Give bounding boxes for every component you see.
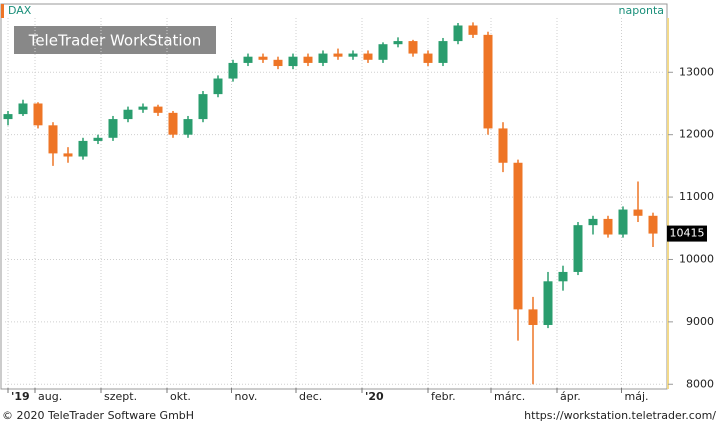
- x-tick-label: szept.: [104, 390, 137, 403]
- candle-body: [438, 41, 448, 63]
- candle-body: [243, 56, 253, 63]
- candle-body: [198, 94, 208, 120]
- x-tick-label: márc.: [494, 390, 525, 403]
- candle-body: [108, 119, 118, 138]
- x-tick-label: okt.: [170, 390, 191, 403]
- candle-body: [393, 41, 403, 45]
- x-tick-label: ápr.: [560, 390, 581, 403]
- candle-body: [123, 109, 133, 120]
- candle-body: [48, 125, 58, 154]
- watermark-box: [14, 26, 216, 54]
- candle-body: [273, 59, 283, 67]
- candle-body: [228, 62, 238, 79]
- x-tick-label: nov.: [235, 390, 258, 403]
- candle-body: [318, 53, 328, 63]
- candle-body: [423, 53, 433, 63]
- y-tick-label: 9000: [686, 315, 714, 328]
- candle-body: [78, 140, 88, 157]
- title-marker: [1, 4, 4, 18]
- footer-right: https://workstation.teletrader.com/: [524, 409, 716, 422]
- candle-body: [453, 25, 463, 42]
- candle-body: [618, 209, 628, 235]
- candle-body: [543, 281, 553, 325]
- candle-body: [648, 215, 658, 234]
- watermark: TeleTrader WorkStation: [28, 32, 202, 50]
- y-tick-label: 12000: [679, 128, 714, 141]
- candle-body: [258, 56, 268, 60]
- candle-body: [213, 78, 223, 95]
- interval-label: naponta: [619, 4, 664, 17]
- candle-body: [558, 271, 568, 282]
- candle-body: [168, 112, 178, 135]
- candle-body: [363, 53, 373, 60]
- y-tick-label: 8000: [686, 377, 714, 390]
- candle-body: [573, 225, 583, 272]
- candle-body: [588, 218, 598, 226]
- y-tick-label: 13000: [679, 65, 714, 78]
- candle-body: [33, 103, 43, 126]
- x-tick-label: febr.: [431, 390, 456, 403]
- candle-body: [528, 309, 538, 325]
- candle-body: [288, 56, 298, 67]
- x-tick-label: '19: [11, 390, 30, 403]
- x-tick-label: dec.: [299, 390, 322, 403]
- candle-body: [93, 137, 103, 141]
- x-tick-label: '20: [365, 390, 384, 403]
- candle-body: [183, 119, 193, 135]
- candle-body: [153, 106, 163, 113]
- candle-body: [378, 44, 388, 60]
- x-tick-label: aug.: [38, 390, 62, 403]
- candle-body: [3, 114, 13, 120]
- last-price-label: 10415: [670, 227, 705, 240]
- candle-body: [468, 25, 478, 35]
- chart-title: DAX: [8, 4, 32, 17]
- footer-left: © 2020 TeleTrader Software GmbH: [2, 409, 194, 422]
- candle-body: [603, 218, 613, 235]
- candle-body: [333, 53, 343, 57]
- candle-body: [513, 162, 523, 310]
- candle-body: [498, 128, 508, 163]
- candle-body: [483, 34, 493, 129]
- y-tick-label: 10000: [679, 252, 714, 265]
- candle-body: [138, 106, 148, 110]
- candle-body: [348, 53, 358, 57]
- candle-body: [408, 41, 418, 54]
- candle-body: [63, 153, 73, 157]
- last-price-box: [667, 225, 707, 242]
- y-tick-label: 11000: [679, 190, 714, 203]
- candle-body: [303, 56, 313, 63]
- candle-body: [633, 209, 643, 216]
- candle-body: [18, 103, 28, 115]
- x-tick-label: máj.: [625, 390, 649, 403]
